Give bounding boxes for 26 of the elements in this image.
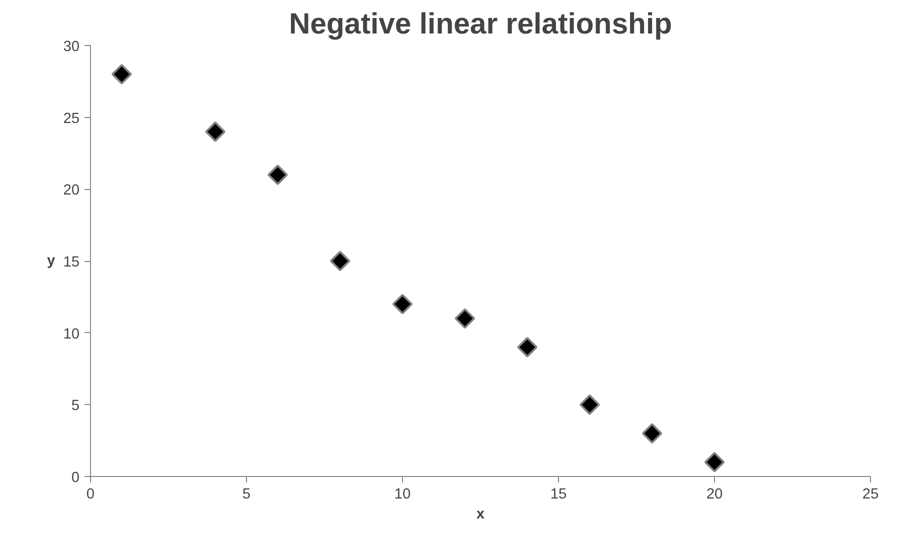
y-tick-label: 5 [71,398,80,414]
point [642,423,662,444]
y-tick-label: 20 [63,182,80,199]
x-tick-label: 0 [86,486,95,502]
y-tick-label: 0 [71,470,80,486]
x-tick-label: 25 [862,486,879,502]
x-tick-label: 20 [706,486,723,502]
chart-title: Negative linear relationship [288,8,672,40]
point [330,250,350,272]
point [454,308,476,329]
point [392,294,413,314]
x-tick-label: 5 [242,486,251,502]
x-axis-title: x [476,506,486,522]
y-tick-label: 25 [63,110,80,127]
y-axis-title: y [47,253,56,269]
x-tick-label: 10 [394,486,411,502]
point [268,164,288,185]
point [205,122,226,142]
point [112,64,132,84]
y-tick-label: 30 [63,39,80,55]
point [517,337,538,358]
y-tick-label: 15 [63,254,80,270]
x-tick-label: 15 [550,486,567,502]
y-tick-label: 10 [63,326,80,342]
point [580,394,600,415]
point [704,452,725,472]
